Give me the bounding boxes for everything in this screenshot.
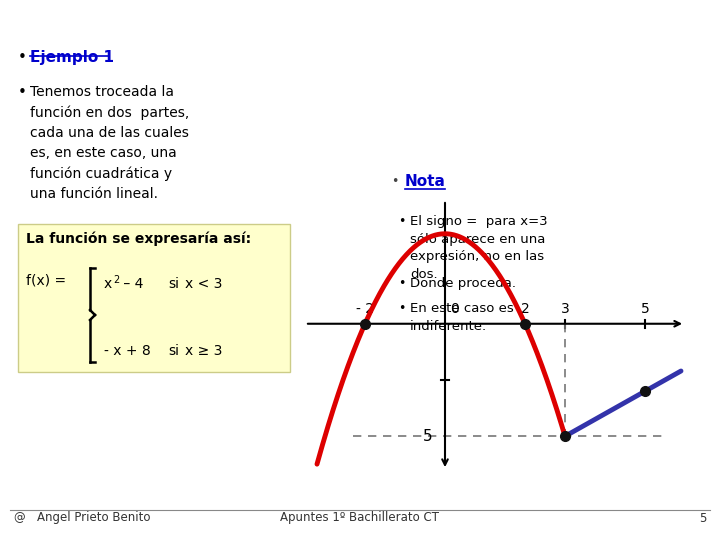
Text: •: • — [18, 50, 27, 65]
Text: La función se expresaría así:: La función se expresaría así: — [26, 232, 251, 246]
Text: f(x) =: f(x) = — [26, 274, 66, 288]
Text: •: • — [391, 176, 398, 188]
Text: 3: 3 — [561, 302, 570, 316]
Text: •: • — [398, 215, 405, 228]
Text: Donde proceda.: Donde proceda. — [410, 277, 516, 290]
Text: •: • — [398, 302, 405, 315]
Text: – 4: – 4 — [119, 277, 143, 291]
Bar — [18, 224, 290, 372]
Text: @   Angel Prieto Benito: @ Angel Prieto Benito — [14, 511, 150, 524]
Text: El signo =  para x=3
sólo aparece en una
expresión, no en las
dos.: El signo = para x=3 sólo aparece en una … — [410, 215, 548, 280]
Text: - 2: - 2 — [356, 302, 374, 316]
Text: •: • — [18, 85, 27, 100]
Text: x: x — [104, 277, 112, 291]
Text: 2: 2 — [113, 275, 120, 285]
Text: Tenemos troceada la
función en dos  partes,
cada una de las cuales
es, en este c: Tenemos troceada la función en dos parte… — [30, 85, 189, 201]
Text: Apuntes 1º Bachillerato CT: Apuntes 1º Bachillerato CT — [281, 511, 439, 524]
Text: - x + 8: - x + 8 — [104, 344, 150, 358]
Text: 0: 0 — [450, 302, 459, 316]
Text: si: si — [168, 277, 179, 291]
Text: 2: 2 — [521, 302, 529, 316]
Text: •: • — [398, 277, 405, 290]
Text: Nota: Nota — [405, 174, 446, 190]
Text: 5: 5 — [698, 511, 706, 524]
Text: Ejemplo 1: Ejemplo 1 — [30, 50, 114, 65]
Text: En este caso es
indiferente.: En este caso es indiferente. — [410, 302, 514, 333]
Text: 5: 5 — [423, 429, 433, 444]
Text: x < 3: x < 3 — [185, 277, 222, 291]
Text: x ≥ 3: x ≥ 3 — [185, 344, 222, 358]
Text: si: si — [168, 344, 179, 358]
Text: 5: 5 — [641, 302, 649, 316]
